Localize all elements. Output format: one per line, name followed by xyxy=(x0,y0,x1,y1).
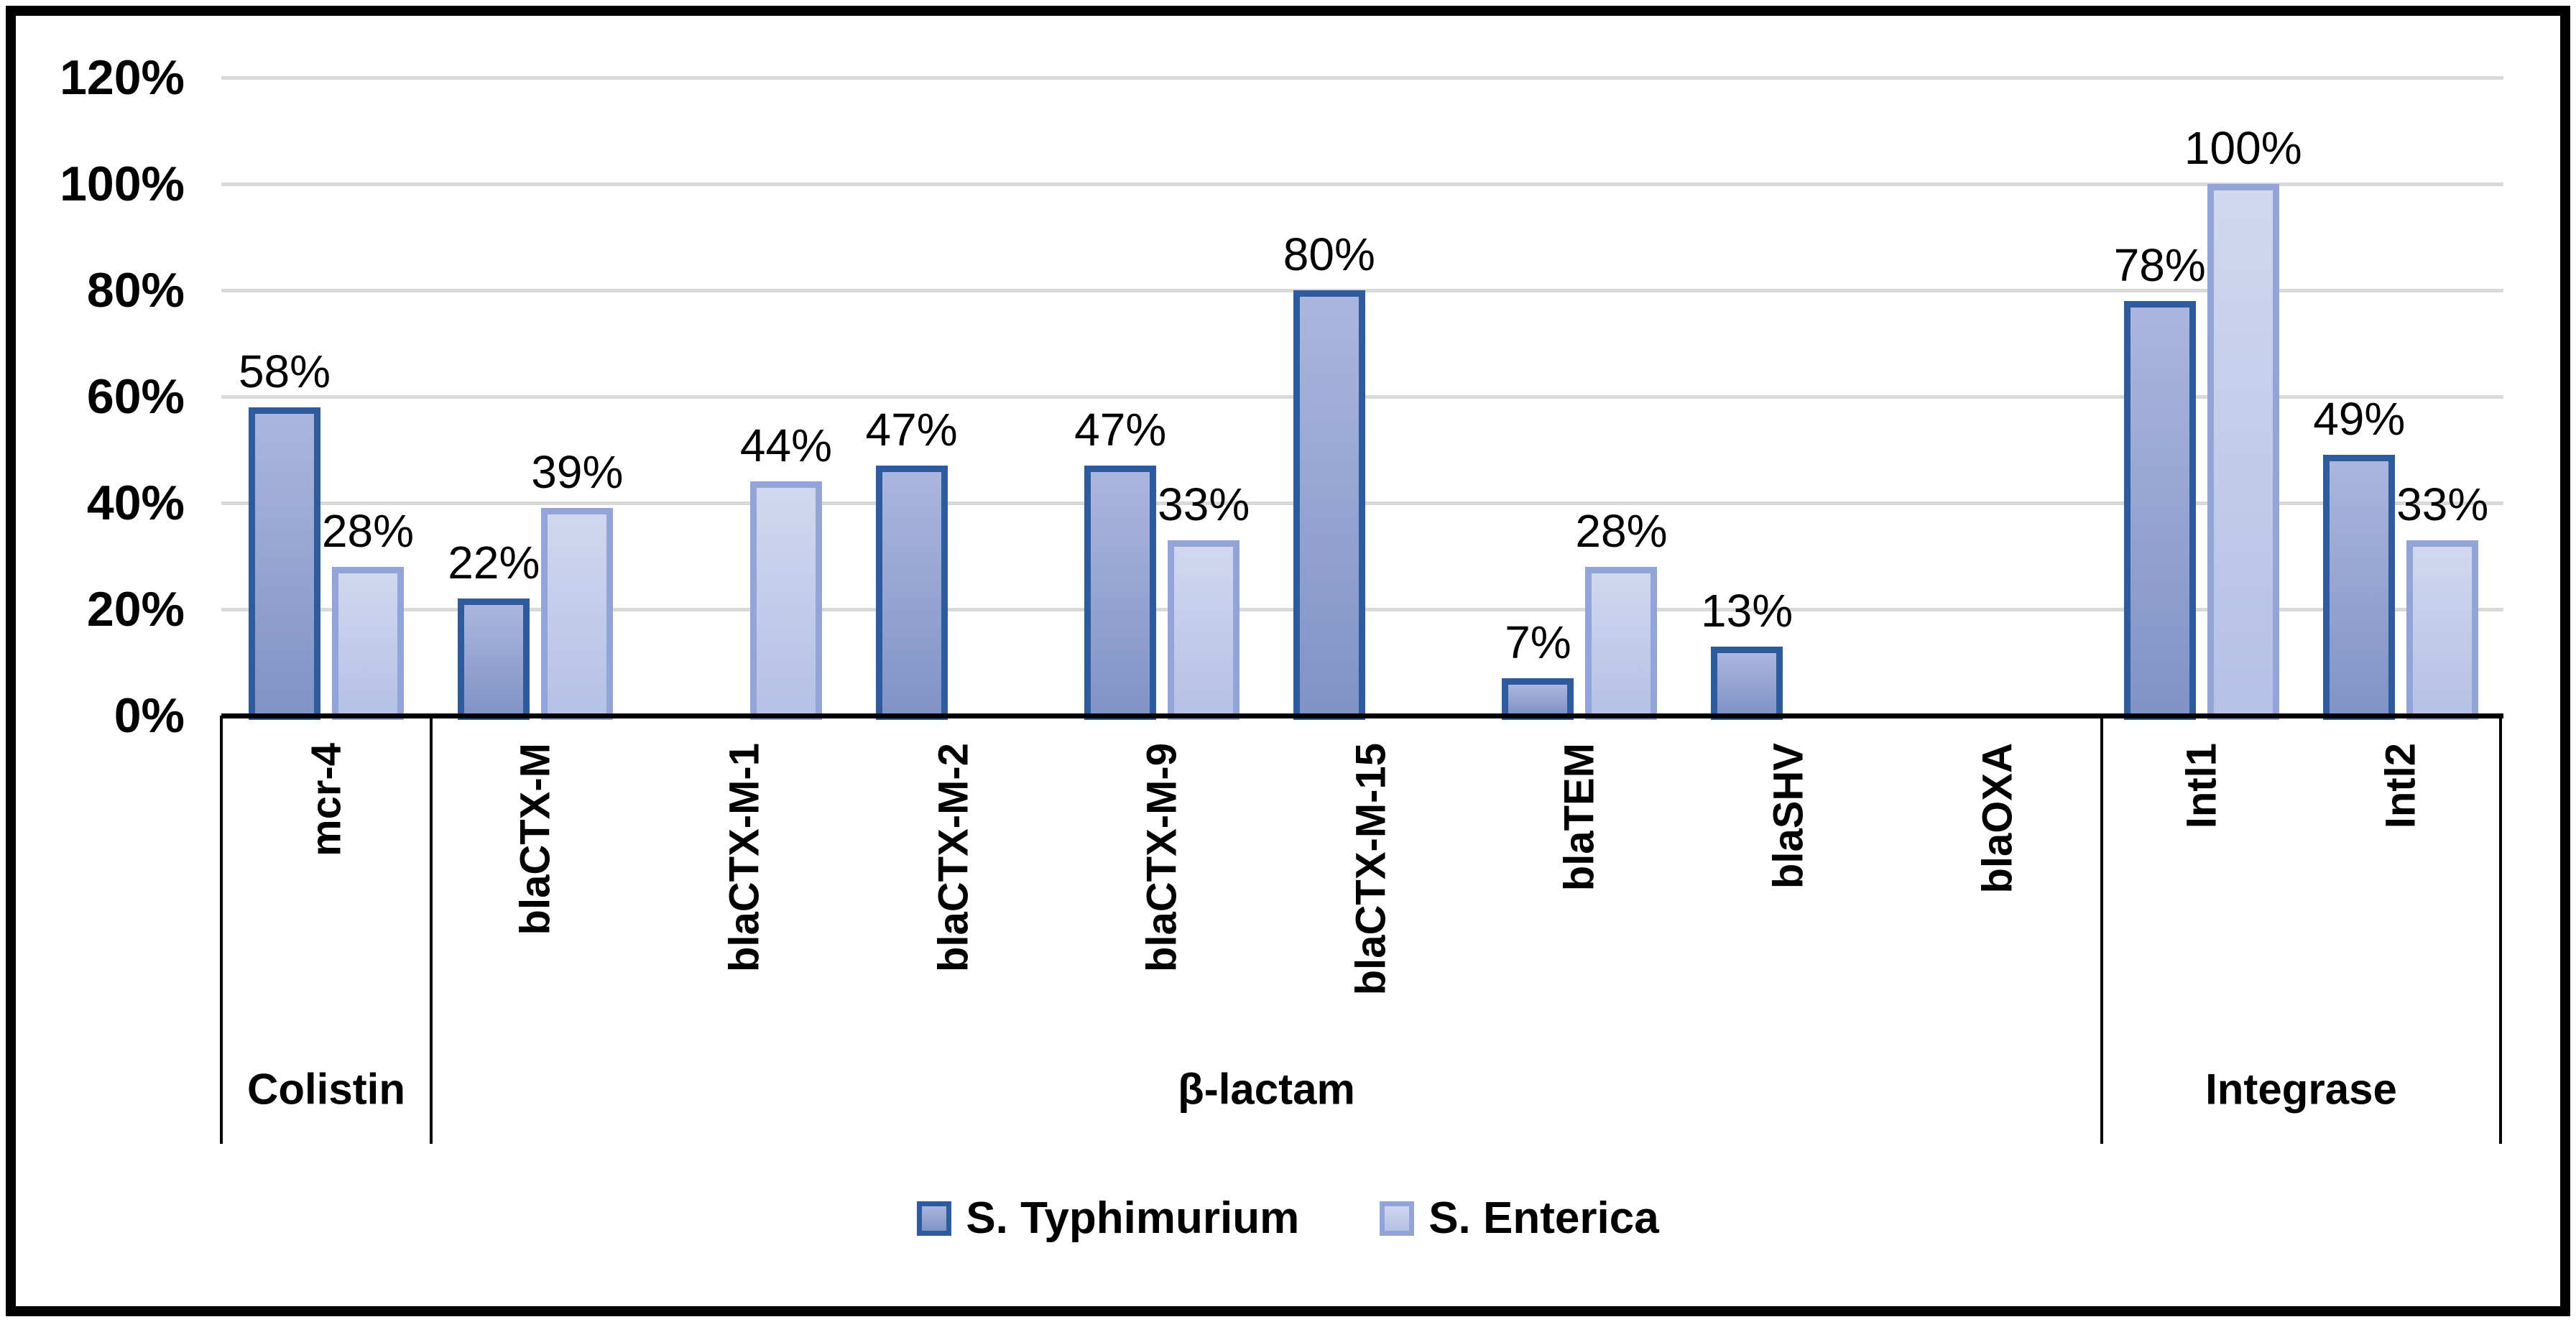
y-axis-tick-label-20: 20% xyxy=(86,582,185,637)
data-label-s-typhimurium-blactx-m-15: 80% xyxy=(1283,228,1375,280)
y-axis-tick-label-60: 60% xyxy=(86,369,185,424)
gridline-120 xyxy=(221,76,2503,80)
legend-swatch-s-enterica xyxy=(1380,1201,1415,1236)
category-group-divider-3 xyxy=(2499,716,2502,1144)
category-label-intl2: Intl2 xyxy=(2377,743,2424,829)
y-axis-tick-label-100: 100% xyxy=(60,157,185,211)
legend-label-s-enterica: S. Enterica xyxy=(1428,1193,1659,1243)
data-label-s-enterica-blactx-m-1: 44% xyxy=(739,420,832,472)
bar-s-enterica-blactx-m-9 xyxy=(1168,540,1240,720)
data-label-s-typhimurium-intl2: 49% xyxy=(2313,393,2406,445)
bar-s-enterica-blatem xyxy=(1585,566,1658,720)
y-axis-tick-label-40: 40% xyxy=(86,476,185,530)
category-label-blactx-m-1: blaCTX-M-1 xyxy=(721,743,768,972)
data-label-s-enterica-intl2: 33% xyxy=(2396,478,2489,530)
group-label-integrase: Integrase xyxy=(2205,1065,2397,1114)
bar-s-typhimurium-mcr-4 xyxy=(249,407,320,720)
y-axis-tick-label-0: 0% xyxy=(114,688,185,743)
data-label-s-typhimurium-blactx-m-9: 47% xyxy=(1074,404,1167,456)
data-label-s-typhimurium-blactx-m-2: 47% xyxy=(865,404,958,456)
data-label-s-enterica-mcr-4: 28% xyxy=(321,504,415,557)
bar-s-typhimurium-intl1 xyxy=(2123,300,2196,720)
bar-s-typhimurium-blactx-m xyxy=(458,598,530,720)
bar-s-typhimurium-intl2 xyxy=(2323,455,2396,720)
category-group-divider-0 xyxy=(220,716,223,1144)
data-label-s-enterica-blactx-m: 39% xyxy=(531,446,624,499)
category-group-divider-1 xyxy=(430,716,433,1144)
y-axis-tick-label-80: 80% xyxy=(86,263,185,318)
bar-s-typhimurium-blactx-m-15 xyxy=(1293,290,1365,720)
y-axis-tick-label-120: 120% xyxy=(60,50,185,105)
category-label-blactx-m-15: blaCTX-M-15 xyxy=(1347,743,1395,996)
category-label-blashv: blaSHV xyxy=(1765,743,1812,889)
legend-item-s-enterica: S. Enterica xyxy=(1380,1193,1659,1244)
bar-s-enterica-blactx-m xyxy=(541,508,614,720)
bar-s-typhimurium-blactx-m-2 xyxy=(875,466,948,720)
bar-s-typhimurium-blashv xyxy=(1711,646,1783,720)
data-label-s-typhimurium-blashv: 13% xyxy=(1701,584,1793,637)
data-label-s-enterica-blatem: 28% xyxy=(1575,504,1668,557)
category-label-intl1: Intl1 xyxy=(2178,743,2225,829)
data-label-s-typhimurium-intl1: 78% xyxy=(2113,239,2206,291)
category-label-blaoxa: blaOXA xyxy=(1974,743,2021,894)
group-label-colistin: Colistin xyxy=(247,1065,405,1114)
category-label-blactx-m-2: blaCTX-M-2 xyxy=(930,743,977,972)
category-label-blactx-m-9: blaCTX-M-9 xyxy=(1138,743,1186,972)
legend-label-s-typhimurium: S. Typhimurium xyxy=(966,1193,1300,1243)
category-label-mcr-4: mcr-4 xyxy=(303,743,350,856)
bar-s-enterica-blactx-m-1 xyxy=(749,481,822,720)
legend-item-s-typhimurium: S. Typhimurium xyxy=(917,1193,1299,1244)
data-label-s-typhimurium-blactx-m: 22% xyxy=(448,537,540,589)
category-label-blactx-m: blaCTX-M xyxy=(512,743,559,935)
bar-s-enterica-intl2 xyxy=(2406,540,2479,720)
data-label-s-enterica-intl1: 100% xyxy=(2184,122,2302,174)
category-label-blatem: blaTEM xyxy=(1556,743,1603,892)
gridline-100 xyxy=(221,182,2503,186)
legend: S. Typhimurium S. Enterica xyxy=(0,1177,2576,1260)
x-axis-line xyxy=(221,713,2503,718)
bar-s-enterica-mcr-4 xyxy=(332,566,404,720)
data-label-s-enterica-blactx-m-9: 33% xyxy=(1158,478,1250,530)
bar-s-typhimurium-blactx-m-9 xyxy=(1084,466,1157,720)
data-label-s-typhimurium-mcr-4: 58% xyxy=(238,345,331,397)
group-label--lactam: β-lactam xyxy=(1178,1065,1355,1114)
bar-s-enterica-intl1 xyxy=(2207,184,2279,720)
legend-swatch-s-typhimurium xyxy=(917,1201,952,1236)
category-group-divider-2 xyxy=(2100,716,2103,1144)
data-label-s-typhimurium-blatem: 7% xyxy=(1505,616,1571,669)
